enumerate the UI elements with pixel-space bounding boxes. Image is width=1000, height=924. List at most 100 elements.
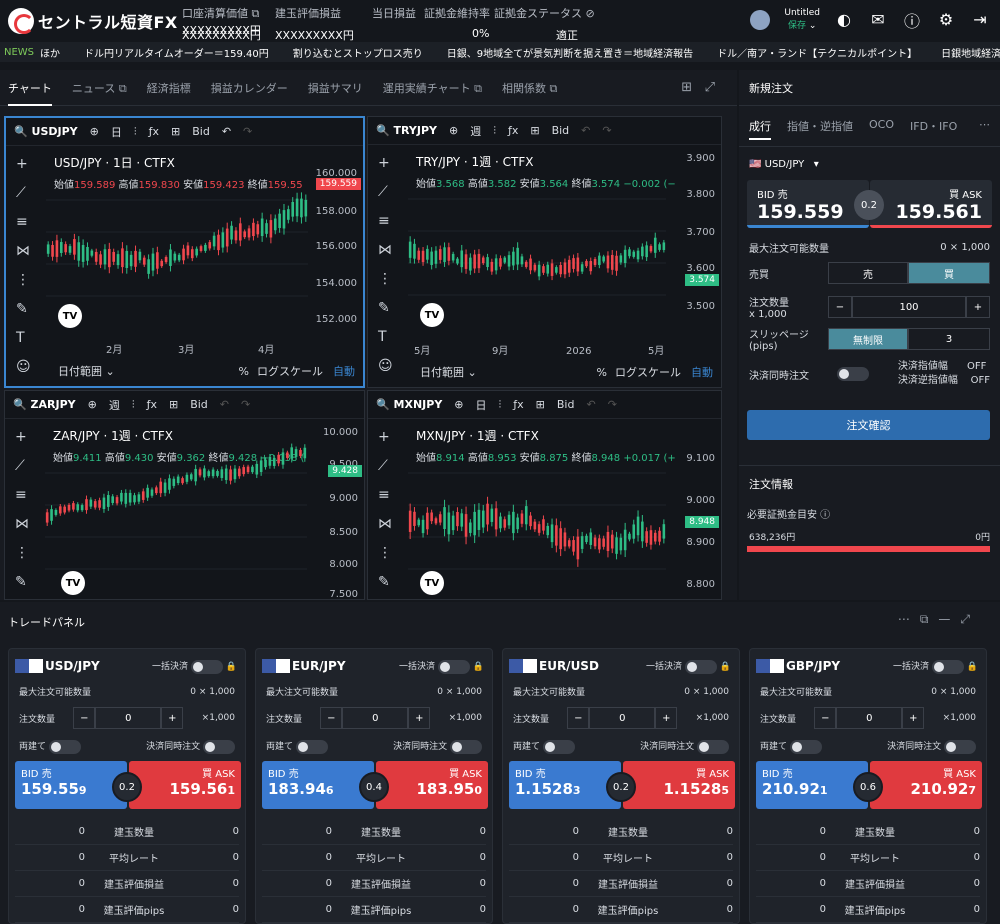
symbol-search[interactable]: 🔍 TRYJPY [376, 124, 437, 137]
tab-performance[interactable]: 運用実績チャート ⧉ [382, 81, 482, 95]
line-icon[interactable]: ⟋ [16, 185, 26, 201]
bid-button[interactable]: BID 売 1.15283 [509, 761, 621, 809]
news-ticker[interactable]: NEWS ほか ドル円リアルタイムオーダー＝159.40円 割り込むとストップロ… [0, 42, 1000, 62]
qty-input[interactable]: 0 [95, 707, 162, 729]
confirm-button[interactable]: 注文確認 [747, 410, 990, 440]
symbol-search[interactable]: 🔍 USDJPY [14, 125, 78, 138]
pattern-icon[interactable]: ⋈ [15, 516, 29, 532]
bid-button[interactable]: BID 売 159.559 [747, 180, 869, 228]
add-icon[interactable]: ⊕ [89, 125, 99, 138]
tab-pl-calendar[interactable]: 損益カレンダー [210, 81, 288, 95]
ask-button[interactable]: 買 ASK 210.927 [870, 761, 982, 809]
settle-toggle[interactable] [944, 739, 976, 754]
side-select[interactable]: Bid [190, 398, 208, 411]
indicator-icon[interactable]: ƒx [146, 398, 157, 411]
gear-icon[interactable]: ⚙ [938, 10, 954, 29]
redo-icon[interactable]: ↷ [602, 124, 612, 137]
period-select[interactable]: 日 [475, 398, 487, 412]
emoji-icon[interactable]: ☺ [16, 359, 31, 375]
plus-button[interactable]: + [655, 707, 678, 729]
date-range[interactable]: 日付範囲 ⌄ [420, 366, 477, 379]
symbol-search[interactable]: 🔍 ZARJPY [13, 398, 76, 411]
plus-button[interactable]: + [408, 707, 431, 729]
undo-icon[interactable]: ↶ [586, 398, 596, 411]
date-range[interactable]: 日付範囲 ⌄ [58, 365, 115, 378]
pct-toggle[interactable]: % [238, 364, 249, 378]
logo[interactable]: セントラル短資FX [8, 8, 178, 34]
ask-button[interactable]: 買 ASK 183.950 [376, 761, 488, 809]
layout-grid-icon[interactable]: ⊞ ⤢ [681, 80, 715, 95]
symbol-search[interactable]: 🔍 MXNJPY [376, 398, 443, 411]
brush-icon[interactable]: ✎ [16, 301, 28, 317]
tab-oco[interactable]: OCO [869, 118, 894, 131]
bid-button[interactable]: BID 売 210.921 [756, 761, 868, 809]
undo-icon[interactable]: ↶ [219, 398, 230, 411]
pattern-icon[interactable]: ⋈ [16, 243, 30, 259]
undo-icon[interactable]: ↶ [221, 125, 232, 138]
bulk-toggle[interactable] [437, 659, 470, 674]
settle-toggle[interactable] [203, 739, 235, 754]
settle-toggle[interactable] [697, 739, 729, 754]
tab-market[interactable]: 成行 [749, 118, 771, 140]
redo-icon[interactable]: ↷ [241, 398, 251, 411]
lock-icon[interactable]: 🔒 [472, 662, 484, 672]
tv-logo-icon[interactable]: TV [61, 571, 85, 595]
settle-toggle[interactable] [837, 367, 870, 381]
auto-toggle[interactable]: 自動 [691, 366, 713, 379]
text-icon[interactable]: T [16, 330, 25, 346]
plus-button[interactable]: + [966, 296, 990, 318]
period-select[interactable]: 日 [110, 125, 122, 139]
tab-correlation[interactable]: 相関係数 ⧉ [501, 81, 558, 95]
crosshair-icon[interactable]: + [378, 155, 390, 171]
candle-icon[interactable]: ⫶ [133, 124, 137, 138]
sell-toggle[interactable]: 売 [828, 262, 908, 284]
lock-icon[interactable]: 🔒 [225, 662, 237, 672]
crosshair-icon[interactable]: + [378, 429, 390, 445]
layout-icon[interactable]: ⊞ [168, 398, 179, 411]
layout-icon[interactable]: ⊞ [535, 398, 545, 411]
undo-icon[interactable]: ↶ [581, 124, 591, 137]
pattern-icon[interactable]: ⋈ [378, 516, 392, 532]
candles[interactable] [408, 441, 666, 600]
add-icon[interactable]: ⊕ [449, 124, 459, 137]
candles[interactable] [45, 441, 307, 600]
add-icon[interactable]: ⊕ [454, 398, 464, 411]
layout-name[interactable]: Untitled 保存 ⌄ [784, 8, 820, 31]
brush-icon[interactable]: ✎ [378, 300, 390, 316]
more-icon[interactable]: ⋯ [979, 118, 990, 131]
lock-icon[interactable]: 🔒 [966, 662, 978, 672]
pattern-icon[interactable]: ⋈ [378, 242, 392, 258]
crosshair-icon[interactable]: + [16, 156, 28, 172]
plus-button[interactable]: + [902, 707, 925, 729]
slip-unlimited[interactable]: 無制限 [828, 328, 908, 350]
theme-icon[interactable]: ◐ [837, 10, 851, 29]
qty-input[interactable]: 0 [836, 707, 903, 729]
chart-panel-tryjpy[interactable]: 🔍 TRYJPY ⊕ 週 ⫶ ƒx ⊞ Bid ↶ ↷ + ⟋ ≡ ⋈ ⋮ ✎ T ☺ TRY… [367, 116, 722, 388]
redo-icon[interactable]: ↷ [607, 398, 617, 411]
trade-panel-controls[interactable]: ⋯⧉—⤢ [897, 612, 980, 626]
bid-button[interactable]: BID 売 183.946 [262, 761, 374, 809]
tab-chart[interactable]: チャート [8, 80, 52, 106]
text-icon[interactable]: T [378, 329, 387, 345]
tab-indicators[interactable]: 経済指標 [146, 81, 191, 95]
auto-toggle[interactable]: 自動 [333, 365, 355, 378]
pct-toggle[interactable]: % [596, 365, 607, 379]
hlines-icon[interactable]: ≡ [16, 214, 28, 230]
line-icon[interactable]: ⟋ [378, 184, 388, 200]
fib-icon[interactable]: ⋮ [16, 272, 30, 288]
qty-input[interactable]: 100 [852, 296, 966, 318]
chart-panel-zarjpy[interactable]: 🔍 ZARJPY ⊕ 週 ⫶ ƒx ⊞ Bid ↶ ↷ + ⟋ ≡ ⋈ ⋮ ✎ ZAR/J… [4, 390, 365, 600]
settle-toggle[interactable] [450, 739, 482, 754]
tv-logo-icon[interactable]: TV [420, 303, 444, 327]
buy-toggle[interactable]: 買 [908, 262, 990, 284]
candles[interactable] [46, 168, 308, 328]
ask-button[interactable]: 買 ASK 1.15285 [623, 761, 735, 809]
candle-icon[interactable]: ⫶ [498, 397, 502, 411]
qty-input[interactable]: 0 [342, 707, 409, 729]
tab-ifd[interactable]: IFD・IFO [910, 120, 958, 133]
minus-button[interactable]: − [814, 707, 837, 729]
crosshair-icon[interactable]: + [15, 429, 27, 445]
candles[interactable] [408, 167, 666, 327]
line-icon[interactable]: ⟋ [15, 458, 25, 474]
avatar[interactable] [750, 9, 771, 30]
